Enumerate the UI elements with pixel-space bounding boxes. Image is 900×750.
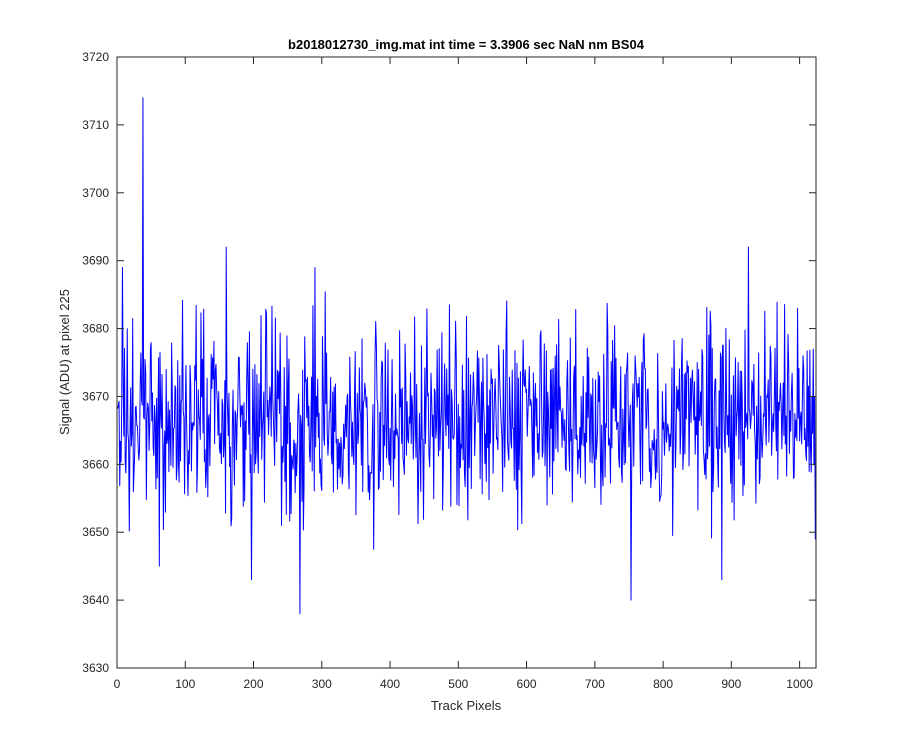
x-tick-label: 800 xyxy=(653,677,673,691)
y-tick-label: 3700 xyxy=(82,186,109,200)
x-tick-label: 1000 xyxy=(786,677,813,691)
x-tick-label: 400 xyxy=(380,677,400,691)
y-tick-label: 3630 xyxy=(82,661,109,675)
trace-layer xyxy=(117,97,817,615)
x-tick-label: 500 xyxy=(448,677,468,691)
y-tick-label: 3660 xyxy=(82,457,109,471)
series-line xyxy=(117,97,817,615)
x-tick-label: 100 xyxy=(175,677,195,691)
y-tick-label: 3680 xyxy=(82,322,109,336)
y-tick-label: 3690 xyxy=(82,254,109,268)
axes-box xyxy=(116,56,817,669)
x-tick-label: 0 xyxy=(114,677,121,691)
x-tick-label: 600 xyxy=(517,677,537,691)
x-tick-label: 700 xyxy=(585,677,605,691)
x-axis-label: Track Pixels xyxy=(431,698,502,713)
x-tick-label: 900 xyxy=(721,677,741,691)
y-tick-label: 3670 xyxy=(82,389,109,403)
chart-title: b2018012730_img.mat int time = 3.3906 se… xyxy=(288,37,645,52)
y-tick-label: 3720 xyxy=(82,50,109,64)
axes-layer: 0 100 200 300 400 500 600 700 800 900 1000 3630 3640… xyxy=(82,50,817,691)
y-tick-label: 3650 xyxy=(82,525,109,539)
y-tick-label: 3710 xyxy=(82,118,109,132)
y-axis-label: Signal (ADU) at pixel 225 xyxy=(57,289,72,435)
x-tick-label: 300 xyxy=(312,677,332,691)
x-tick-label: 200 xyxy=(244,677,264,691)
y-tick-label: 3640 xyxy=(82,593,109,607)
